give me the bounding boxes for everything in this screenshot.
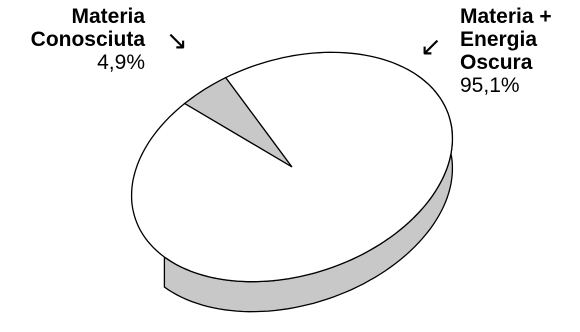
label-materia-conosciuta-line-1: Materia bbox=[71, 5, 145, 28]
label-materia-energia-oscura: Materia + Energia Oscura 95,1% bbox=[460, 5, 552, 97]
label-materia-energia-oscura-line-1: Materia + bbox=[460, 5, 552, 28]
value-materia-energia-oscura: 95,1% bbox=[460, 74, 520, 97]
arrow-down-left-icon: ↙ bbox=[420, 31, 442, 61]
value-materia-conosciuta: 4,9% bbox=[97, 51, 145, 74]
label-materia-energia-oscura-line-2: Energia bbox=[460, 28, 538, 51]
label-materia-energia-oscura-line-3: Oscura bbox=[460, 51, 533, 74]
pie-slice-materia-energia-oscura bbox=[130, 51, 454, 283]
arrow-down-right-icon: ↘ bbox=[166, 25, 188, 55]
label-materia-conosciuta-line-2: Conosciuta bbox=[30, 28, 145, 51]
pie-slice-materia-conosciuta bbox=[183, 76, 293, 168]
label-materia-conosciuta: Materia Conosciuta 4,9% bbox=[31, 5, 145, 74]
